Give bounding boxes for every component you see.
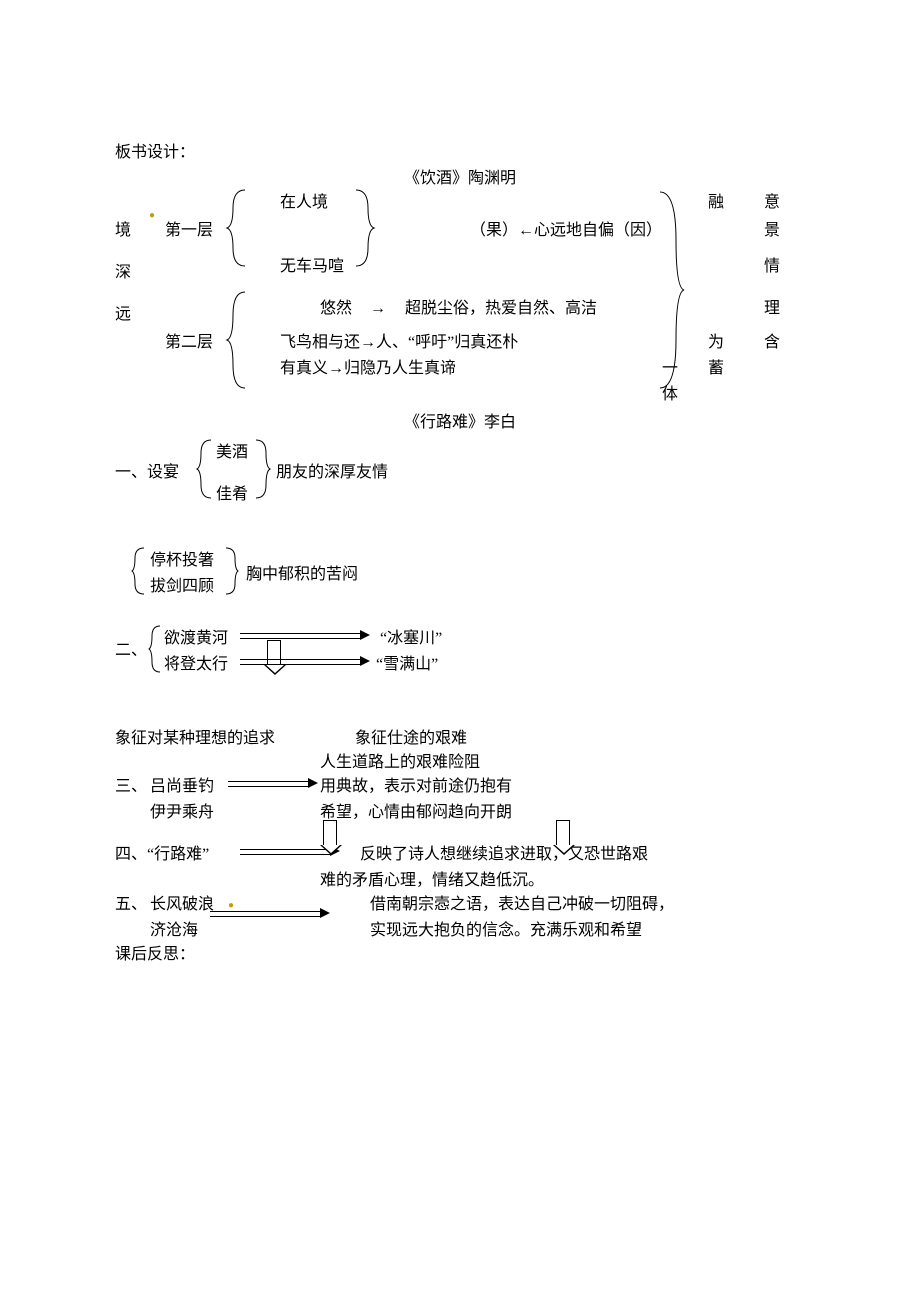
rc-3: 理 xyxy=(764,296,780,322)
s5-label: 五、 xyxy=(115,892,147,918)
s2-b: 将登太行 xyxy=(164,652,228,678)
s2-b-res: “雪满山” xyxy=(376,652,438,678)
s2-a: 欲渡黄河 xyxy=(164,626,228,652)
poem1-title: 《饮酒》陶渊明 xyxy=(0,166,920,192)
s1b-res: 胸中郁积的苦闷 xyxy=(246,562,358,588)
header-title: 板书设计： xyxy=(115,140,195,166)
rc2-4: 含 xyxy=(764,330,780,356)
brace-icon xyxy=(195,438,215,500)
layer1-b: 无车马喧 xyxy=(280,254,344,280)
brace-icon xyxy=(130,546,148,596)
s4-label: 四、“行路难” xyxy=(115,842,209,868)
dot: ● xyxy=(149,208,155,224)
s5-b: 济沧海 xyxy=(150,918,198,944)
s1-a: 美酒 xyxy=(216,440,248,466)
s2-sym2a: 象征仕途的艰难 xyxy=(355,726,467,752)
brace-icon xyxy=(252,438,272,500)
brace-icon xyxy=(225,188,251,268)
layer2-a: 悠然 xyxy=(320,296,352,322)
rc2-5: 蓄 xyxy=(708,356,724,382)
s3-b: 伊尹乘舟 xyxy=(150,800,214,826)
rc2-0: 意 xyxy=(764,190,780,216)
s2-a-res: “冰塞川” xyxy=(380,626,442,652)
rc-6: 体 xyxy=(662,382,678,408)
s1-res: 朋友的深厚友情 xyxy=(276,460,388,486)
layer1-result: （果）←心远地自偏（因） xyxy=(470,218,662,244)
poem2-title: 《行路难》李白 xyxy=(0,410,920,436)
brace-icon xyxy=(225,290,251,390)
s3-res1: 用典故，表示对前途仍抱有 xyxy=(320,774,512,800)
s2-label: 二、 xyxy=(115,638,147,664)
rc-5: 一 xyxy=(662,356,678,382)
s1-label: 一、设宴 xyxy=(115,460,179,486)
s5-a: 长风破浪 xyxy=(150,892,214,918)
brace-icon xyxy=(350,188,376,268)
layer2-label: 第二层 xyxy=(165,330,213,356)
s3-res2: 希望，心情由郁闷趋向开朗 xyxy=(320,800,512,826)
s4-res2: 难的矛盾心理，情绪又趋低沉。 xyxy=(320,868,544,894)
arrow-small: → xyxy=(370,296,386,322)
rc2-2: 深 xyxy=(115,260,131,286)
rc-4: 为 xyxy=(708,330,724,356)
s3-label: 三、 xyxy=(115,774,147,800)
rc-2: 情 xyxy=(764,254,780,280)
footer: 课后反思： xyxy=(115,942,195,968)
rc2-1: 境 xyxy=(115,218,131,244)
brace-icon xyxy=(222,546,240,596)
layer2-a-res: 超脱尘俗，热爱自然、高洁 xyxy=(405,296,597,322)
s2-sym2b: 人生道路上的艰难险阻 xyxy=(320,750,480,776)
layer2-b: 飞鸟相与还→人、“呼吁”归真还朴 xyxy=(280,330,518,356)
rc2-3: 远 xyxy=(115,302,131,328)
layer2-c: 有真义→归隐乃人生真谛 xyxy=(280,356,456,382)
brace-icon xyxy=(148,624,164,674)
s4-res1: 反映了诗人想继续追求进取，又恐世路艰 xyxy=(360,842,648,868)
layer1-a: 在人境 xyxy=(280,190,328,216)
rc-1: 景 xyxy=(764,218,780,244)
s1-b: 佳肴 xyxy=(216,482,248,508)
layer1-label: 第一层 xyxy=(165,218,213,244)
s5-res2: 实现远大抱负的信念。充满乐观和希望 xyxy=(370,918,642,944)
s1b-a: 停杯投箸 xyxy=(150,548,214,574)
s2-sym1: 象征对某种理想的追求 xyxy=(115,726,275,752)
s5-res1: 借南朝宗悫之语，表达自己冲破一切阻碍， xyxy=(370,892,674,918)
s1b-b: 拔剑四顾 xyxy=(150,574,214,600)
rc-0: 融 xyxy=(708,190,724,216)
s3-a: 吕尚垂钓 xyxy=(150,774,214,800)
